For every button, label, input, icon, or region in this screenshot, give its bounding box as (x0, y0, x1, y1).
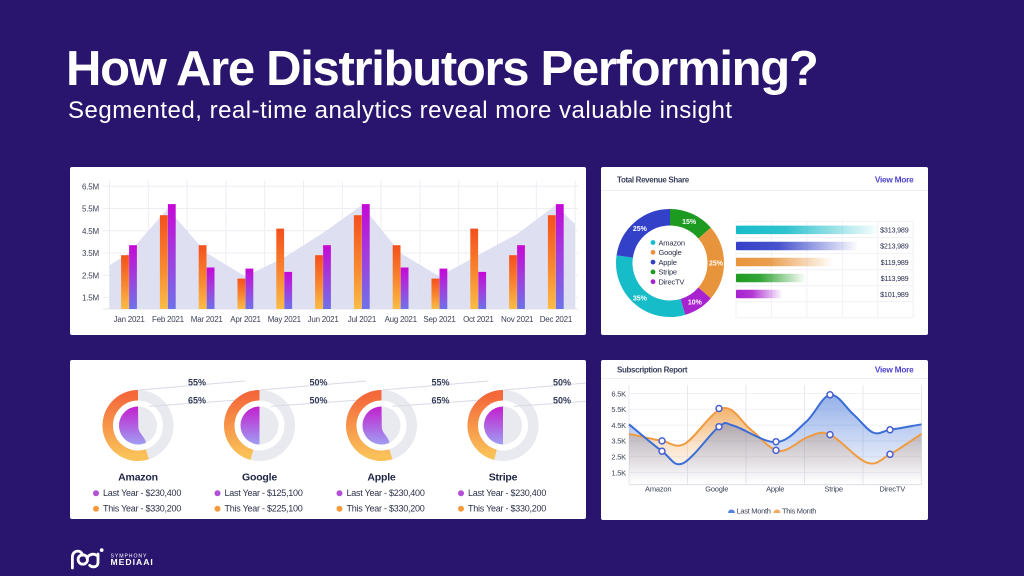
svg-text:Last Year - $230,400: Last Year - $230,400 (103, 488, 181, 498)
svg-text:15%: 15% (682, 219, 697, 226)
svg-text:65%: 65% (188, 396, 206, 406)
svg-text:65%: 65% (431, 396, 449, 406)
svg-text:May 2021: May 2021 (268, 315, 302, 324)
svg-text:6.5K: 6.5K (611, 389, 626, 398)
svg-text:View More: View More (875, 365, 914, 375)
svg-text:DirecTV: DirecTV (659, 278, 685, 287)
svg-text:Jun 2021: Jun 2021 (308, 315, 340, 324)
svg-text:Apr 2021: Apr 2021 (230, 315, 261, 324)
svg-text:2.5K: 2.5K (611, 453, 626, 462)
svg-text:Apple: Apple (766, 485, 784, 494)
svg-text:Nov 2021: Nov 2021 (501, 315, 534, 324)
svg-text:Jul 2021: Jul 2021 (348, 315, 377, 324)
svg-text:Stripe: Stripe (489, 472, 518, 484)
svg-text:Apple: Apple (659, 258, 677, 267)
svg-text:MEDIAAI: MEDIAAI (111, 557, 154, 567)
svg-text:Feb 2021: Feb 2021 (152, 315, 185, 324)
svg-text:Google: Google (659, 248, 682, 257)
svg-text:1.5M: 1.5M (82, 294, 100, 303)
svg-text:25%: 25% (709, 261, 724, 268)
svg-text:SYMPHONY: SYMPHONY (111, 553, 148, 559)
svg-text:$113,989: $113,989 (881, 274, 909, 283)
svg-text:5.5M: 5.5M (82, 205, 100, 214)
svg-text:Last Year - $230,400: Last Year - $230,400 (468, 488, 546, 498)
svg-text:35%: 35% (633, 295, 648, 302)
svg-text:$213,989: $213,989 (880, 242, 909, 251)
svg-text:View More: View More (875, 175, 914, 185)
svg-text:10%: 10% (688, 299, 703, 306)
svg-text:3.5K: 3.5K (611, 437, 626, 446)
svg-text:4.5K: 4.5K (611, 421, 626, 430)
svg-text:Google: Google (705, 485, 728, 494)
svg-text:This Year - $330,200: This Year - $330,200 (103, 504, 181, 514)
svg-text:Amazon: Amazon (645, 485, 671, 494)
svg-text:4.5M: 4.5M (82, 227, 100, 236)
svg-text:3.5M: 3.5M (82, 249, 100, 258)
svg-text:Stripe: Stripe (824, 485, 842, 494)
svg-text:Mar 2021: Mar 2021 (191, 315, 224, 324)
svg-text:DirecTV: DirecTV (879, 485, 905, 494)
svg-text:Stripe: Stripe (659, 268, 677, 277)
svg-text:50%: 50% (309, 378, 327, 388)
svg-text:This Month: This Month (782, 507, 816, 516)
svg-text:50%: 50% (553, 378, 571, 388)
svg-text:Google: Google (242, 472, 277, 484)
svg-text:1.5K: 1.5K (611, 468, 626, 477)
svg-text:This Year - $330,200: This Year - $330,200 (347, 504, 425, 514)
svg-text:55%: 55% (431, 378, 449, 388)
svg-text:Last Month: Last Month (737, 507, 771, 516)
svg-text:This Year - $330,200: This Year - $330,200 (468, 504, 546, 514)
svg-text:Last Year - $230,400: Last Year - $230,400 (347, 488, 425, 498)
svg-text:Oct 2021: Oct 2021 (463, 315, 494, 324)
svg-text:$119,989: $119,989 (881, 258, 909, 267)
svg-text:50%: 50% (553, 396, 571, 406)
svg-text:$101,989: $101,989 (880, 290, 909, 299)
svg-text:Dec 2021: Dec 2021 (540, 315, 573, 324)
svg-text:Last Year - $125,100: Last Year - $125,100 (225, 488, 303, 498)
svg-text:Amazon: Amazon (118, 472, 158, 484)
svg-text:Jan 2021: Jan 2021 (114, 315, 146, 324)
svg-text:This Year - $225,100: This Year - $225,100 (225, 504, 303, 514)
svg-text:2.5M: 2.5M (82, 271, 100, 280)
svg-text:6.5M: 6.5M (82, 182, 100, 191)
svg-text:Sep 2021: Sep 2021 (423, 315, 456, 324)
svg-text:55%: 55% (188, 378, 206, 388)
svg-text:Total Revenue Share: Total Revenue Share (617, 176, 690, 185)
svg-text:5.5K: 5.5K (611, 405, 626, 414)
svg-text:50%: 50% (309, 396, 327, 406)
svg-text:$313,989: $313,989 (880, 226, 909, 235)
svg-text:Subscription Report: Subscription Report (617, 366, 688, 375)
svg-text:Amazon: Amazon (659, 238, 685, 247)
svg-text:Aug 2021: Aug 2021 (385, 315, 418, 324)
svg-text:Apple: Apple (367, 472, 396, 484)
svg-text:25%: 25% (633, 226, 648, 233)
